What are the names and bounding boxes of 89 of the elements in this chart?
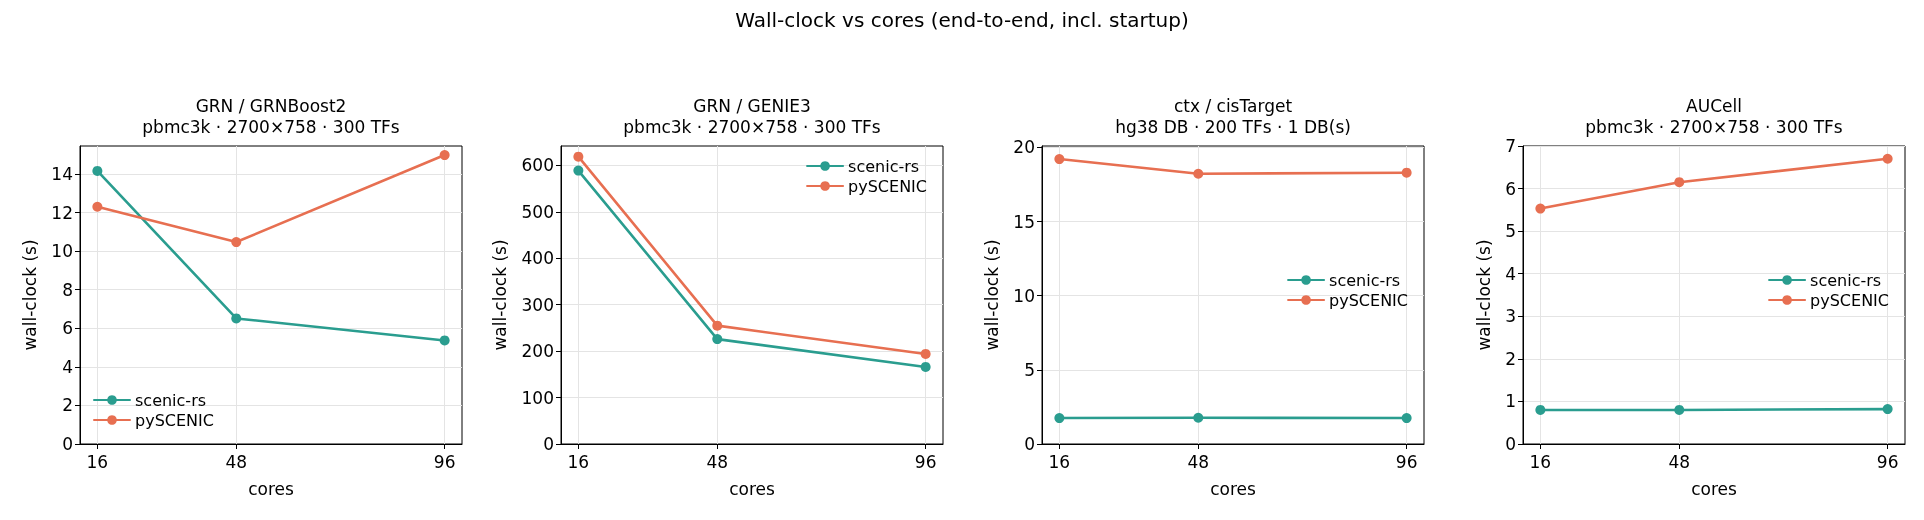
y-tick-label: 10 xyxy=(51,241,73,262)
y-tick-label: 6 xyxy=(1505,178,1516,199)
y-tick-label: 2 xyxy=(1505,348,1516,369)
y-tick-label: 0 xyxy=(1024,434,1035,454)
y-tick-label: 0 xyxy=(62,434,73,454)
x-axis-title: cores xyxy=(1691,478,1737,499)
point xyxy=(231,237,242,248)
x-tick-label: 48 xyxy=(1668,451,1691,472)
point xyxy=(1401,167,1412,178)
y-axis-title: wall-clock (s) xyxy=(981,239,1002,351)
y-tick-label: 2 xyxy=(62,395,73,416)
y-tick-label: 10 xyxy=(1013,285,1035,306)
point xyxy=(712,334,723,345)
point xyxy=(573,165,584,176)
point xyxy=(712,320,723,331)
point xyxy=(920,361,931,372)
x-axis-title: cores xyxy=(729,478,775,499)
legend-label: scenic-rs xyxy=(135,390,207,410)
y-tick-label: 8 xyxy=(62,279,73,300)
point xyxy=(920,348,931,359)
legend-label: pySCENIC xyxy=(1810,290,1889,310)
y-tick-label: 6 xyxy=(62,318,73,339)
point xyxy=(1535,404,1546,415)
chart-title: AUCell xyxy=(1686,96,1742,116)
legend-label: scenic-rs xyxy=(1810,270,1882,290)
y-axis-title: wall-clock (s) xyxy=(19,239,40,351)
chart-title: GRN / GRNBoost2 xyxy=(195,96,347,116)
y-tick-label: 15 xyxy=(1013,211,1035,232)
x-tick-label: 96 xyxy=(433,451,456,472)
point xyxy=(1193,412,1204,423)
x-tick-label: 96 xyxy=(1876,451,1899,472)
y-tick-label: 500 xyxy=(521,201,554,222)
x-tick-label: 16 xyxy=(1048,451,1071,472)
y-tick-label: 400 xyxy=(521,248,554,269)
y-tick-label: 12 xyxy=(51,202,73,223)
point xyxy=(1054,413,1065,424)
x-tick-label: 96 xyxy=(914,451,937,472)
point xyxy=(1535,203,1546,214)
point xyxy=(1882,153,1893,164)
y-tick-label: 7 xyxy=(1505,136,1516,156)
point xyxy=(1674,177,1685,188)
x-axis-title: cores xyxy=(1210,478,1256,499)
legend-label: pySCENIC xyxy=(1329,290,1408,310)
chart-subtitle: pbmc3k · 2700×758 · 300 TFs xyxy=(1585,117,1843,137)
chart-title: GRN / GENIE3 xyxy=(693,96,811,116)
point xyxy=(439,150,450,161)
point xyxy=(1674,404,1685,415)
x-tick-label: 16 xyxy=(567,451,590,472)
point xyxy=(92,165,103,176)
y-tick-label: 0 xyxy=(1505,434,1516,454)
legend-label: scenic-rs xyxy=(848,156,920,176)
x-tick-label: 16 xyxy=(86,451,109,472)
x-axis-title: cores xyxy=(248,478,294,499)
y-tick-label: 100 xyxy=(521,387,554,408)
point xyxy=(1401,413,1412,424)
point xyxy=(1882,404,1893,415)
y-tick-label: 1 xyxy=(1505,391,1516,412)
point xyxy=(439,335,450,346)
y-tick-label: 4 xyxy=(1505,263,1516,284)
y-tick-label: 14 xyxy=(51,163,73,184)
x-tick-label: 96 xyxy=(1395,451,1418,472)
x-tick-label: 48 xyxy=(225,451,248,472)
chart-title: ctx / cisTarget xyxy=(1173,96,1293,116)
y-tick-label: 600 xyxy=(521,155,554,176)
point xyxy=(1054,154,1065,165)
y-tick-label: 4 xyxy=(62,356,73,377)
y-tick-label: 5 xyxy=(1505,221,1516,242)
y-tick-label: 0 xyxy=(543,434,554,454)
y-tick-label: 5 xyxy=(1024,359,1035,380)
chart-subtitle: pbmc3k · 2700×758 · 300 TFs xyxy=(142,117,400,137)
legend-label: pySCENIC xyxy=(848,176,927,196)
y-axis-title: wall-clock (s) xyxy=(490,239,511,351)
legend-label: pySCENIC xyxy=(135,410,214,430)
point xyxy=(1193,168,1204,179)
y-tick-label: 20 xyxy=(1013,137,1035,158)
y-tick-label: 3 xyxy=(1505,306,1516,327)
point xyxy=(92,201,103,212)
point xyxy=(573,151,584,162)
x-tick-label: 48 xyxy=(1187,451,1210,472)
text: Wall-clock vs cores (end-to-end, incl. startup) xyxy=(734,8,1190,32)
chart-subtitle: hg38 DB · 200 TFs · 1 DB(s) xyxy=(1115,117,1351,137)
x-tick-label: 48 xyxy=(706,451,729,472)
y-axis-title: wall-clock (s) xyxy=(1473,239,1494,351)
legend-label: scenic-rs xyxy=(1329,270,1401,290)
y-tick-label: 200 xyxy=(521,341,554,362)
chart-subtitle: pbmc3k · 2700×758 · 300 TFs xyxy=(623,117,881,137)
x-tick-label: 16 xyxy=(1529,451,1552,472)
point xyxy=(231,313,242,324)
y-tick-label: 300 xyxy=(521,294,554,315)
